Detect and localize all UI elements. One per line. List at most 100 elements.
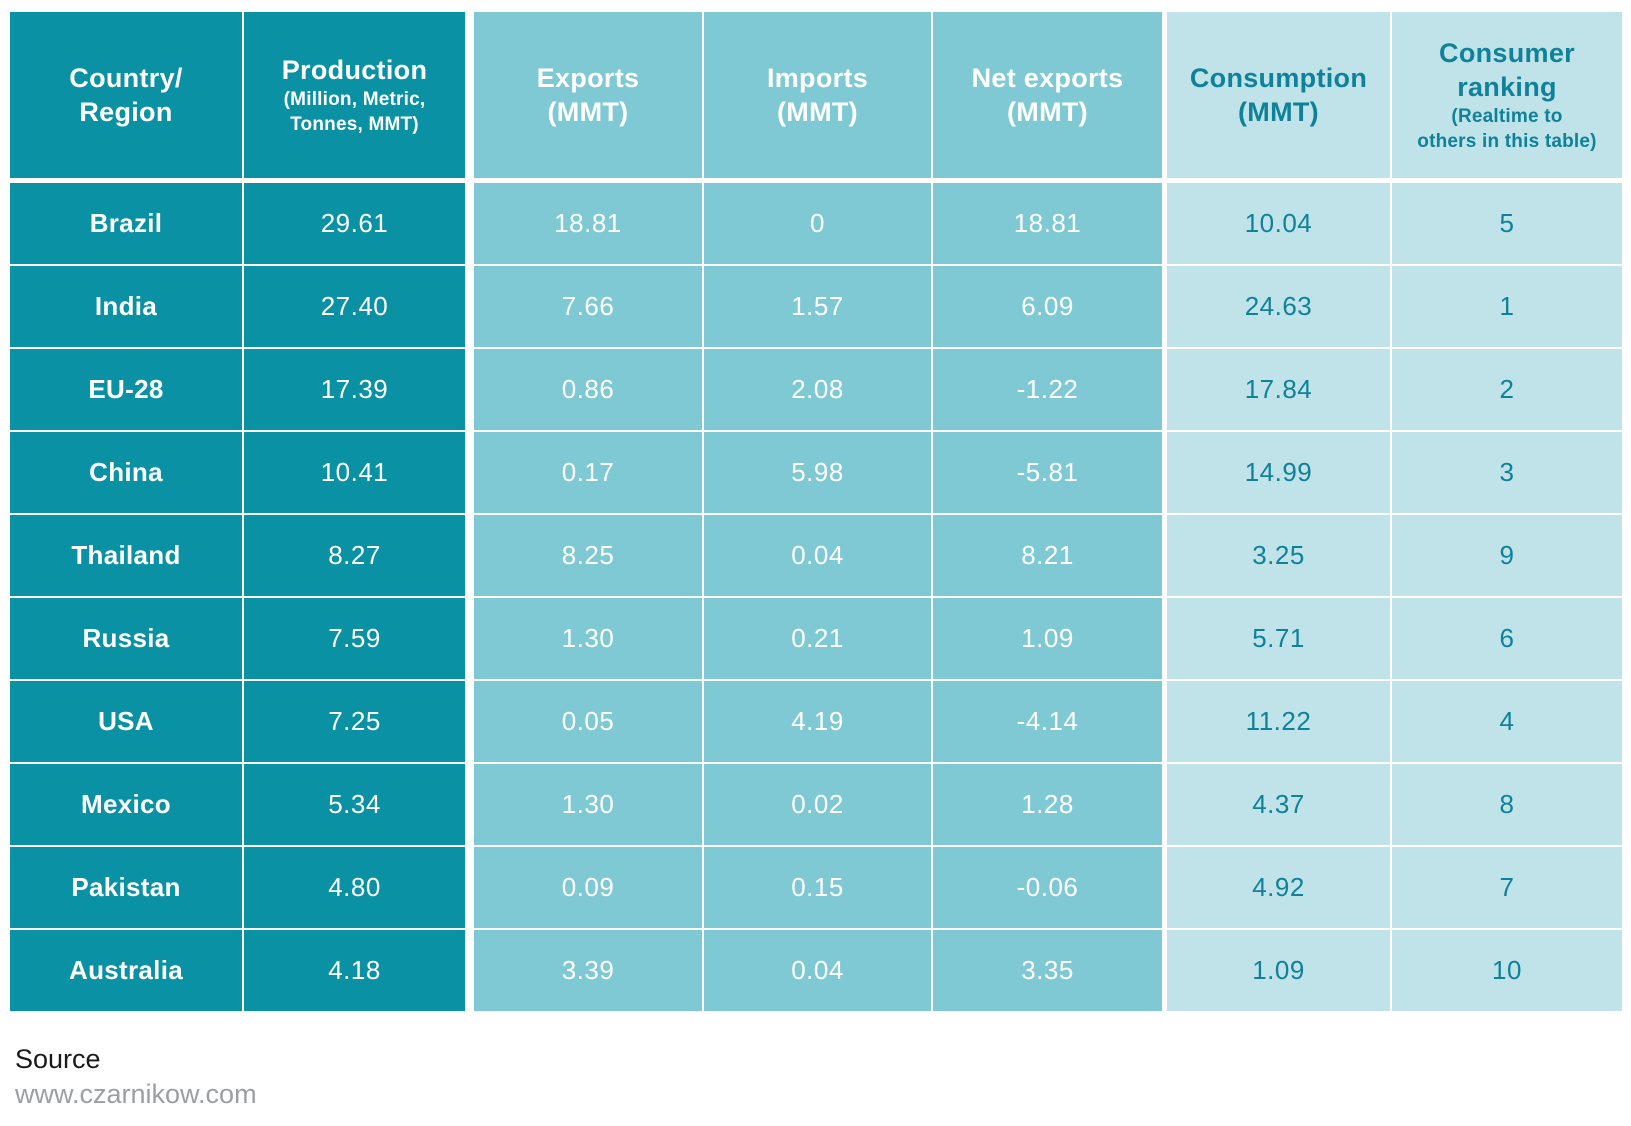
header-imports-unit: (MMT) xyxy=(777,97,858,127)
cell-ranking: 6 xyxy=(1392,598,1622,679)
cell-production: 17.39 xyxy=(244,349,465,430)
table-row-australia: Australia 4.18 3.39 0.04 3.35 1.09 10 xyxy=(10,930,1622,1011)
header-col-country: Country/ Region xyxy=(10,12,242,178)
cell-net-exports: 1.28 xyxy=(933,764,1162,845)
header-exports-unit: (MMT) xyxy=(547,97,629,127)
header-ranking-note1: (Realtime to xyxy=(1451,106,1563,127)
cell-exports: 8.25 xyxy=(474,515,702,596)
cell-consumption: 4.92 xyxy=(1167,847,1390,928)
cell-exports: 0.17 xyxy=(474,432,702,513)
header-production-note2: Tonnes, MMT) xyxy=(290,114,419,135)
table-row-eu-28: EU-28 17.39 0.86 2.08 -1.22 17.84 2 xyxy=(10,349,1622,430)
cell-net-exports: -5.81 xyxy=(933,432,1162,513)
cell-exports: 0.09 xyxy=(474,847,702,928)
header-consumption-unit: (MMT) xyxy=(1238,97,1319,127)
cell-country: India xyxy=(10,266,242,347)
cell-net-exports: 1.09 xyxy=(933,598,1162,679)
cell-imports: 0.04 xyxy=(704,930,931,1011)
cell-imports: 2.08 xyxy=(704,349,931,430)
cell-imports: 0.02 xyxy=(704,764,931,845)
header-country-line1: Country/ xyxy=(69,63,183,93)
source-block: Source www.czarnikow.com xyxy=(15,1042,257,1112)
table-header-row: Country/ Region Production (Million, Met… xyxy=(10,12,1622,178)
header-country-line2: Region xyxy=(79,97,173,127)
cell-exports: 18.81 xyxy=(474,183,702,264)
header-col-net-exports: Net exports (MMT) xyxy=(933,12,1162,178)
cell-country: Russia xyxy=(10,598,242,679)
cell-production: 10.41 xyxy=(244,432,465,513)
cell-country: Pakistan xyxy=(10,847,242,928)
cell-production: 7.25 xyxy=(244,681,465,762)
cell-country: USA xyxy=(10,681,242,762)
header-production-note1: (Million, Metric, xyxy=(283,89,426,110)
cell-ranking: 4 xyxy=(1392,681,1622,762)
cell-ranking: 5 xyxy=(1392,183,1622,264)
cell-ranking: 10 xyxy=(1392,930,1622,1011)
cell-production: 4.18 xyxy=(244,930,465,1011)
cell-production: 4.80 xyxy=(244,847,465,928)
table-row-pakistan: Pakistan 4.80 0.09 0.15 -0.06 4.92 7 xyxy=(10,847,1622,928)
table-row-thailand: Thailand 8.27 8.25 0.04 8.21 3.25 9 xyxy=(10,515,1622,596)
cell-exports: 0.05 xyxy=(474,681,702,762)
cell-consumption: 5.71 xyxy=(1167,598,1390,679)
cell-ranking: 7 xyxy=(1392,847,1622,928)
header-col-production: Production (Million, Metric, Tonnes, MMT… xyxy=(244,12,465,178)
cell-consumption: 11.22 xyxy=(1167,681,1390,762)
cell-net-exports: 8.21 xyxy=(933,515,1162,596)
header-net-exports-unit: (MMT) xyxy=(1007,97,1088,127)
header-production-title: Production xyxy=(281,55,428,85)
cell-ranking: 9 xyxy=(1392,515,1622,596)
data-table: Country/ Region Production (Million, Met… xyxy=(10,12,1622,1011)
cell-consumption: 1.09 xyxy=(1167,930,1390,1011)
header-col-consumer-ranking: Consumer ranking (Realtime to others in … xyxy=(1392,12,1622,178)
cell-imports: 0.15 xyxy=(704,847,931,928)
header-ranking-line2: ranking xyxy=(1457,72,1557,102)
cell-ranking: 1 xyxy=(1392,266,1622,347)
cell-consumption: 17.84 xyxy=(1167,349,1390,430)
cell-ranking: 3 xyxy=(1392,432,1622,513)
cell-imports: 0 xyxy=(704,183,931,264)
cell-net-exports: -0.06 xyxy=(933,847,1162,928)
table-row-india: India 27.40 7.66 1.57 6.09 24.63 1 xyxy=(10,266,1622,347)
header-col-exports: Exports (MMT) xyxy=(474,12,702,178)
source-url: www.czarnikow.com xyxy=(15,1079,257,1109)
cell-net-exports: -1.22 xyxy=(933,349,1162,430)
cell-net-exports: 18.81 xyxy=(933,183,1162,264)
header-ranking-line1: Consumer xyxy=(1439,38,1575,68)
cell-production: 5.34 xyxy=(244,764,465,845)
header-col-consumption: Consumption (MMT) xyxy=(1167,12,1390,178)
cell-production: 27.40 xyxy=(244,266,465,347)
table-row-russia: Russia 7.59 1.30 0.21 1.09 5.71 6 xyxy=(10,598,1622,679)
cell-ranking: 8 xyxy=(1392,764,1622,845)
cell-exports: 1.30 xyxy=(474,764,702,845)
cell-imports: 5.98 xyxy=(704,432,931,513)
cell-country: Australia xyxy=(10,930,242,1011)
table-row-mexico: Mexico 5.34 1.30 0.02 1.28 4.37 8 xyxy=(10,764,1622,845)
cell-imports: 0.04 xyxy=(704,515,931,596)
cell-consumption: 3.25 xyxy=(1167,515,1390,596)
cell-imports: 4.19 xyxy=(704,681,931,762)
header-exports-title: Exports xyxy=(536,63,640,93)
cell-country: Mexico xyxy=(10,764,242,845)
table-row-china: China 10.41 0.17 5.98 -5.81 14.99 3 xyxy=(10,432,1622,513)
cell-country: Brazil xyxy=(10,183,242,264)
header-ranking-note2: others in this table) xyxy=(1417,131,1597,152)
header-col-imports: Imports (MMT) xyxy=(704,12,931,178)
cell-net-exports: 6.09 xyxy=(933,266,1162,347)
source-label: Source xyxy=(15,1044,101,1074)
cell-country: Thailand xyxy=(10,515,242,596)
cell-production: 29.61 xyxy=(244,183,465,264)
cell-country: EU-28 xyxy=(10,349,242,430)
cell-country: China xyxy=(10,432,242,513)
cell-imports: 1.57 xyxy=(704,266,931,347)
cell-production: 7.59 xyxy=(244,598,465,679)
cell-exports: 1.30 xyxy=(474,598,702,679)
table-row-usa: USA 7.25 0.05 4.19 -4.14 11.22 4 xyxy=(10,681,1622,762)
cell-net-exports: -4.14 xyxy=(933,681,1162,762)
cell-ranking: 2 xyxy=(1392,349,1622,430)
cell-exports: 7.66 xyxy=(474,266,702,347)
cell-exports: 3.39 xyxy=(474,930,702,1011)
header-imports-title: Imports xyxy=(766,63,869,93)
cell-net-exports: 3.35 xyxy=(933,930,1162,1011)
cell-imports: 0.21 xyxy=(704,598,931,679)
